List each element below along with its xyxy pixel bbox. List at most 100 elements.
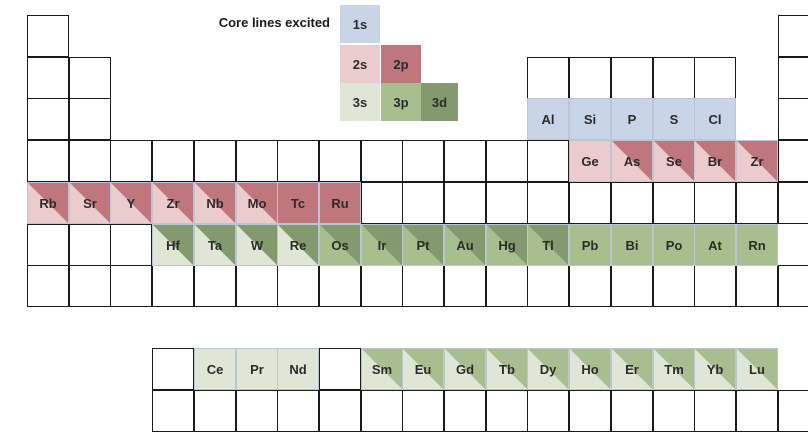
fill-secondary (737, 349, 777, 389)
lanthanide-cell (152, 390, 194, 432)
element-yb: Yb (694, 348, 736, 390)
element-symbol: S (669, 111, 679, 127)
table-cell (110, 224, 152, 266)
element-dy: Dy (527, 348, 569, 390)
element-symbol: W (250, 237, 264, 253)
element-fill (237, 183, 277, 223)
element-symbol: Re (289, 237, 307, 253)
lanthanide-cell (486, 390, 528, 432)
element-fill (153, 183, 193, 223)
element-fill (695, 141, 735, 181)
table-cell (402, 182, 444, 224)
element-fill (320, 225, 360, 265)
fill-secondary (28, 183, 68, 223)
element-symbol: Ge (581, 153, 599, 169)
element-fill (445, 349, 485, 389)
fill-primary (737, 225, 777, 265)
element-symbol: Dy (539, 361, 557, 377)
fill-secondary (737, 141, 777, 181)
lanthanide-cell (778, 390, 808, 432)
element-symbol: Er (625, 361, 639, 377)
table-cell (653, 182, 695, 224)
fill-primary (695, 99, 735, 139)
element-fill (153, 225, 193, 265)
table-cell (277, 140, 319, 182)
table-cell (527, 265, 569, 307)
element-fill (695, 349, 735, 389)
table-cell (110, 265, 152, 307)
fill-secondary (403, 349, 443, 389)
element-fill (195, 349, 235, 389)
element-fill (278, 225, 318, 265)
lanthanide-cell (277, 390, 319, 432)
table-cell (402, 140, 444, 182)
table-cell (236, 265, 278, 307)
table-cell (402, 265, 444, 307)
table-cell (569, 182, 611, 224)
table-cell (194, 140, 236, 182)
table-cell (361, 182, 403, 224)
element-symbol: Pr (250, 361, 264, 377)
table-cell (527, 140, 569, 182)
element-fill (654, 349, 694, 389)
element-nb: Nb (194, 182, 236, 224)
element-symbol: Rn (748, 237, 766, 253)
element-mo: Mo (236, 182, 278, 224)
fill-primary (612, 225, 652, 265)
table-cell (527, 182, 569, 224)
element-symbol: Nb (206, 195, 224, 211)
element-hg: Hg (486, 224, 528, 266)
table-cell (611, 57, 653, 99)
table-cell (194, 265, 236, 307)
element-ge: Ge (569, 140, 611, 182)
lanthanide-cell (444, 390, 486, 432)
element-fill (528, 225, 568, 265)
element-symbol: Mo (247, 195, 267, 211)
fill-secondary (445, 349, 485, 389)
table-cell (778, 15, 808, 57)
table-cell (27, 15, 69, 57)
legend-key-2p: 2p (381, 45, 421, 83)
fill-secondary (695, 349, 735, 389)
element-fill (612, 349, 652, 389)
element-fill (487, 349, 527, 389)
fill-primary (695, 225, 735, 265)
table-cell (27, 140, 69, 182)
element-fill (695, 99, 735, 139)
table-cell (69, 265, 111, 307)
element-fill (237, 225, 277, 265)
element-re: Re (277, 224, 319, 266)
legend-key-3p: 3p (381, 83, 421, 121)
fill-primary (278, 349, 318, 389)
table-cell (152, 265, 194, 307)
element-hf: Hf (152, 224, 194, 266)
element-fill (362, 225, 402, 265)
table-cell (69, 98, 111, 140)
element-fill (570, 141, 610, 181)
element-symbol: Tl (542, 237, 554, 253)
element-fill (278, 349, 318, 389)
element-symbol: Tm (664, 361, 684, 377)
element-ho: Ho (569, 348, 611, 390)
table-cell (27, 224, 69, 266)
element-symbol: Au (456, 237, 474, 253)
element-fill (28, 183, 68, 223)
element-symbol: Se (666, 153, 682, 169)
element-as: As (611, 140, 653, 182)
element-ru: Ru (319, 182, 361, 224)
fill-secondary (195, 183, 235, 223)
lanthanide-cell (611, 390, 653, 432)
table-cell (361, 265, 403, 307)
element-fill (612, 141, 652, 181)
table-cell (569, 265, 611, 307)
element-symbol: Sr (83, 195, 97, 211)
element-symbol: Zr (166, 195, 180, 211)
fill-secondary (487, 349, 527, 389)
element-symbol: Si (583, 111, 597, 127)
element-symbol: Pb (581, 237, 599, 253)
element-fill (737, 349, 777, 389)
element-symbol: P (627, 111, 637, 127)
element-symbol: Ta (207, 237, 223, 253)
element-y: Y (110, 182, 152, 224)
